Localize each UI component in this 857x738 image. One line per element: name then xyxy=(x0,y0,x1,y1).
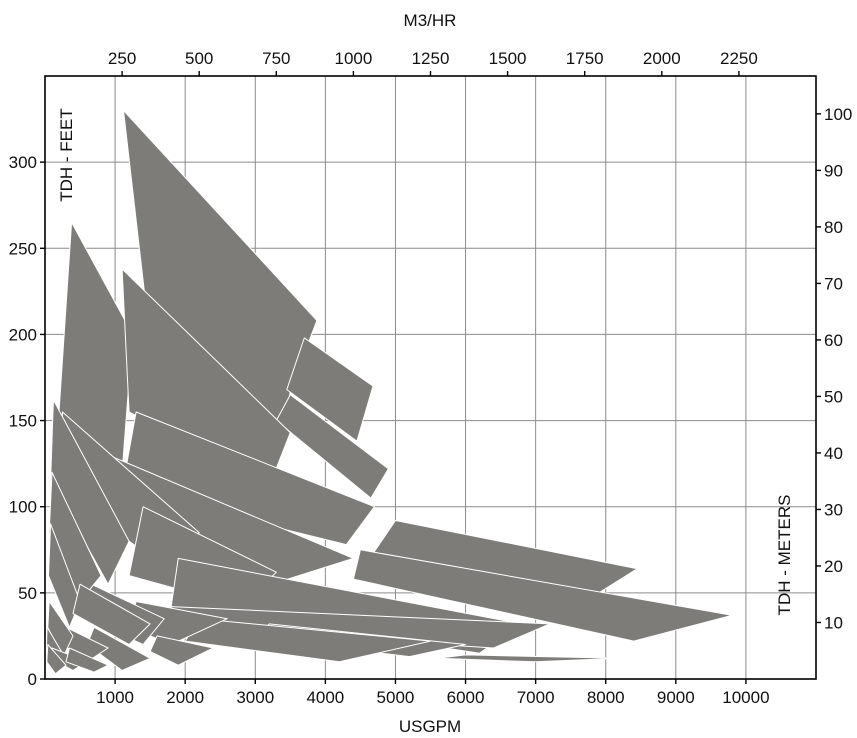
y-right-tick-label: 60 xyxy=(824,331,843,350)
performance-region xyxy=(65,647,109,673)
y-right-tick-label: 40 xyxy=(824,444,843,463)
performance-region xyxy=(149,635,214,666)
y-right-tick-label: 50 xyxy=(824,387,843,406)
y-right-tick-label: 70 xyxy=(824,274,843,293)
x-bottom-tick-label: 8000 xyxy=(587,688,625,707)
x-top-tick-label: 1750 xyxy=(566,49,604,68)
x-bottom-tick-label: 1000 xyxy=(96,688,134,707)
x-top-tick-label: 500 xyxy=(185,49,213,68)
performance-region xyxy=(50,399,130,585)
x-bottom-tick-label: 3000 xyxy=(236,688,274,707)
y-left-tick-label: 100 xyxy=(9,498,37,517)
y-right-tick-label: 90 xyxy=(824,161,843,180)
axis-ticks xyxy=(40,71,821,684)
x-bottom-tick-label: 5000 xyxy=(377,688,415,707)
performance-region xyxy=(72,583,151,645)
y-right-tick-label: 100 xyxy=(824,105,852,124)
x-bottom-axis-title: USGPM xyxy=(399,717,461,736)
y-left-tick-label: 250 xyxy=(9,239,37,258)
performance-regions xyxy=(45,110,733,675)
x-top-tick-label: 750 xyxy=(262,49,290,68)
performance-region xyxy=(48,523,81,628)
x-top-tick-label: 1000 xyxy=(334,49,372,68)
x-bottom-tick-label: 10000 xyxy=(722,688,769,707)
y-right-tick-label: 80 xyxy=(824,218,843,237)
y-left-tick-label: 50 xyxy=(18,584,37,603)
x-top-tick-label: 1250 xyxy=(412,49,450,68)
y-left-tick-label: 300 xyxy=(9,153,37,172)
x-bottom-tick-label: 2000 xyxy=(166,688,204,707)
x-bottom-tick-label: 7000 xyxy=(517,688,555,707)
performance-region xyxy=(46,644,67,675)
y-right-axis-title: TDH - METERS xyxy=(775,495,794,616)
x-top-tick-label: 2250 xyxy=(720,49,758,68)
x-top-tick-label: 1500 xyxy=(489,49,527,68)
x-bottom-tick-label: 9000 xyxy=(657,688,695,707)
y-right-tick-label: 20 xyxy=(824,557,843,576)
y-left-tick-label: 150 xyxy=(9,412,37,431)
performance-region xyxy=(275,394,389,499)
x-bottom-tick-label: 6000 xyxy=(447,688,485,707)
performance-region xyxy=(437,654,621,663)
y-left-tick-label: 0 xyxy=(28,670,37,689)
x-bottom-tick-label: 4000 xyxy=(306,688,344,707)
performance-region xyxy=(286,337,374,442)
x-top-tick-label: 2000 xyxy=(643,49,681,68)
x-top-axis-title: M3/HR xyxy=(404,11,457,30)
x-top-tick-label: 250 xyxy=(108,49,136,68)
y-left-axis-title: TDH - FEET xyxy=(57,108,76,202)
y-left-tick-label: 200 xyxy=(9,325,37,344)
y-right-tick-label: 30 xyxy=(824,500,843,519)
tick-labels: 1000 2000 3000 4000 5000 6000 7000 8000 9000 1000… xyxy=(9,49,853,707)
y-right-tick-label: 10 xyxy=(824,613,843,632)
performance-region xyxy=(352,549,733,642)
